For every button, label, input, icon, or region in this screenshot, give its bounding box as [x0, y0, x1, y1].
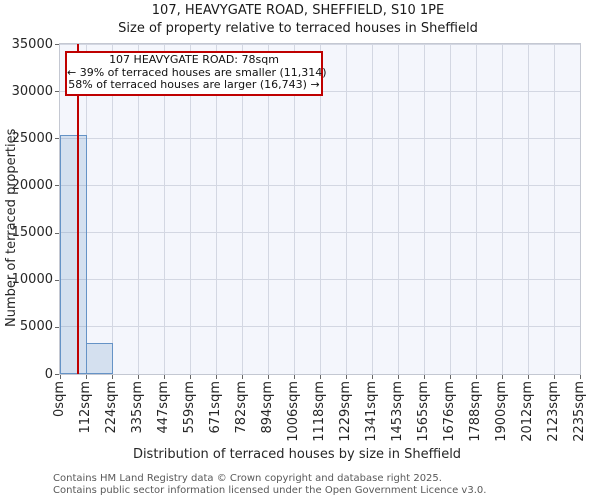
x-tick-label: 0sqm	[52, 381, 67, 417]
v-gridline	[475, 44, 477, 374]
x-tick-label: 1006sqm	[286, 381, 301, 442]
y-tick-label: 20000	[11, 177, 53, 193]
x-tick-mark	[112, 375, 113, 379]
y-tick-label: 35000	[11, 36, 53, 52]
y-tick-label: 5000	[19, 319, 53, 335]
v-gridline	[423, 44, 425, 374]
x-tick-label: 1565sqm	[416, 381, 431, 442]
x-tick-mark	[190, 375, 191, 379]
x-tick-label: 559sqm	[182, 381, 197, 434]
v-gridline	[345, 44, 347, 374]
chart-title: 107, HEAVYGATE ROAD, SHEFFIELD, S10 1PE	[151, 3, 445, 18]
x-tick-mark	[320, 375, 321, 379]
property-marker-line	[77, 44, 80, 374]
x-tick-mark	[242, 375, 243, 379]
x-tick-label: 335sqm	[130, 381, 145, 434]
x-tick-label: 1118sqm	[312, 381, 327, 442]
x-tick-label: 112sqm	[78, 381, 93, 434]
v-gridline	[319, 44, 321, 374]
x-tick-mark	[294, 375, 295, 379]
chart-subtitle: Size of property relative to terraced ho…	[118, 21, 478, 36]
x-tick-label: 224sqm	[104, 381, 119, 434]
y-tick-label: 30000	[11, 83, 53, 99]
x-tick-label: 1341sqm	[364, 381, 379, 442]
x-tick-label: 2235sqm	[572, 381, 587, 442]
v-gridline	[553, 44, 555, 374]
footer-line-1: Contains HM Land Registry data © Crown c…	[53, 473, 442, 484]
y-tick-label: 10000	[11, 272, 53, 288]
y-tick-mark	[55, 374, 59, 375]
v-gridline	[397, 44, 399, 374]
v-gridline	[241, 44, 243, 374]
x-tick-mark	[476, 375, 477, 379]
x-tick-mark	[164, 375, 165, 379]
v-gridline	[215, 44, 217, 374]
histogram-bar	[60, 135, 87, 374]
v-gridline	[267, 44, 269, 374]
x-tick-mark	[502, 375, 503, 379]
annotation-line-2: ← 39% of terraced houses are smaller (11…	[67, 65, 327, 79]
x-tick-label: 1788sqm	[468, 381, 483, 442]
y-tick-mark	[55, 138, 59, 140]
x-tick-mark	[86, 375, 87, 379]
x-tick-mark	[268, 375, 269, 379]
v-gridline	[137, 44, 139, 374]
v-gridline	[163, 44, 165, 374]
v-gridline	[189, 44, 191, 374]
x-tick-mark	[346, 375, 347, 379]
y-tick-mark	[55, 91, 59, 93]
v-gridline	[293, 44, 295, 374]
y-tick-label: 15000	[11, 225, 53, 241]
x-tick-label: 2123sqm	[546, 381, 561, 442]
v-gridline	[449, 44, 451, 374]
x-tick-mark	[580, 375, 581, 379]
x-tick-label: 782sqm	[234, 381, 249, 434]
footer-line-2: Contains public sector information licen…	[53, 485, 487, 496]
x-axis-label: Distribution of terraced houses by size …	[132, 447, 462, 462]
y-tick-mark	[55, 279, 59, 281]
y-tick-label: 25000	[11, 130, 53, 146]
y-tick-label: 0	[44, 366, 53, 382]
x-tick-label: 894sqm	[260, 381, 275, 434]
x-tick-label: 447sqm	[156, 381, 171, 434]
v-gridline	[371, 44, 373, 374]
x-tick-mark	[216, 375, 217, 379]
histogram-bar	[86, 342, 113, 374]
attribution-footer: Contains HM Land Registry data © Crown c…	[53, 473, 486, 497]
x-tick-mark	[138, 375, 139, 379]
x-tick-mark	[424, 375, 425, 379]
x-tick-label: 671sqm	[208, 381, 223, 434]
x-tick-mark	[554, 375, 555, 379]
x-tick-label: 1453sqm	[390, 381, 405, 442]
y-tick-mark	[55, 232, 59, 234]
x-tick-mark	[398, 375, 399, 379]
y-tick-mark	[55, 44, 59, 45]
y-tick-mark	[55, 185, 59, 187]
annotation-line-3: 58% of terraced houses are larger (16,74…	[68, 78, 320, 91]
x-tick-label: 1676sqm	[442, 381, 457, 442]
annotation-line-1: 107 HEAVYGATE ROAD: 78sqm	[109, 53, 279, 66]
y-tick-mark	[55, 326, 59, 328]
x-tick-label: 1900sqm	[494, 381, 509, 442]
x-tick-mark	[528, 375, 529, 379]
x-tick-label: 2012sqm	[520, 381, 535, 442]
v-gridline	[527, 44, 529, 374]
x-tick-mark	[372, 375, 373, 379]
v-gridline	[501, 44, 503, 374]
v-gridline	[111, 44, 113, 374]
x-tick-mark	[450, 375, 451, 379]
x-tick-mark	[60, 375, 61, 379]
x-tick-label: 1229sqm	[338, 381, 353, 442]
annotation-box: 107 HEAVYGATE ROAD: 78sqm ← 39% of terra…	[65, 51, 327, 96]
